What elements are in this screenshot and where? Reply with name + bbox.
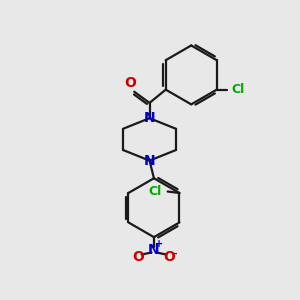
Text: N: N bbox=[144, 154, 155, 168]
Text: O: O bbox=[133, 250, 145, 264]
Text: O: O bbox=[163, 250, 175, 264]
Text: Cl: Cl bbox=[231, 83, 245, 96]
Text: N: N bbox=[144, 111, 155, 125]
Text: O: O bbox=[125, 76, 136, 90]
Text: +: + bbox=[154, 239, 163, 249]
Text: -: - bbox=[173, 248, 178, 258]
Text: Cl: Cl bbox=[148, 185, 162, 198]
Text: N: N bbox=[148, 242, 160, 256]
